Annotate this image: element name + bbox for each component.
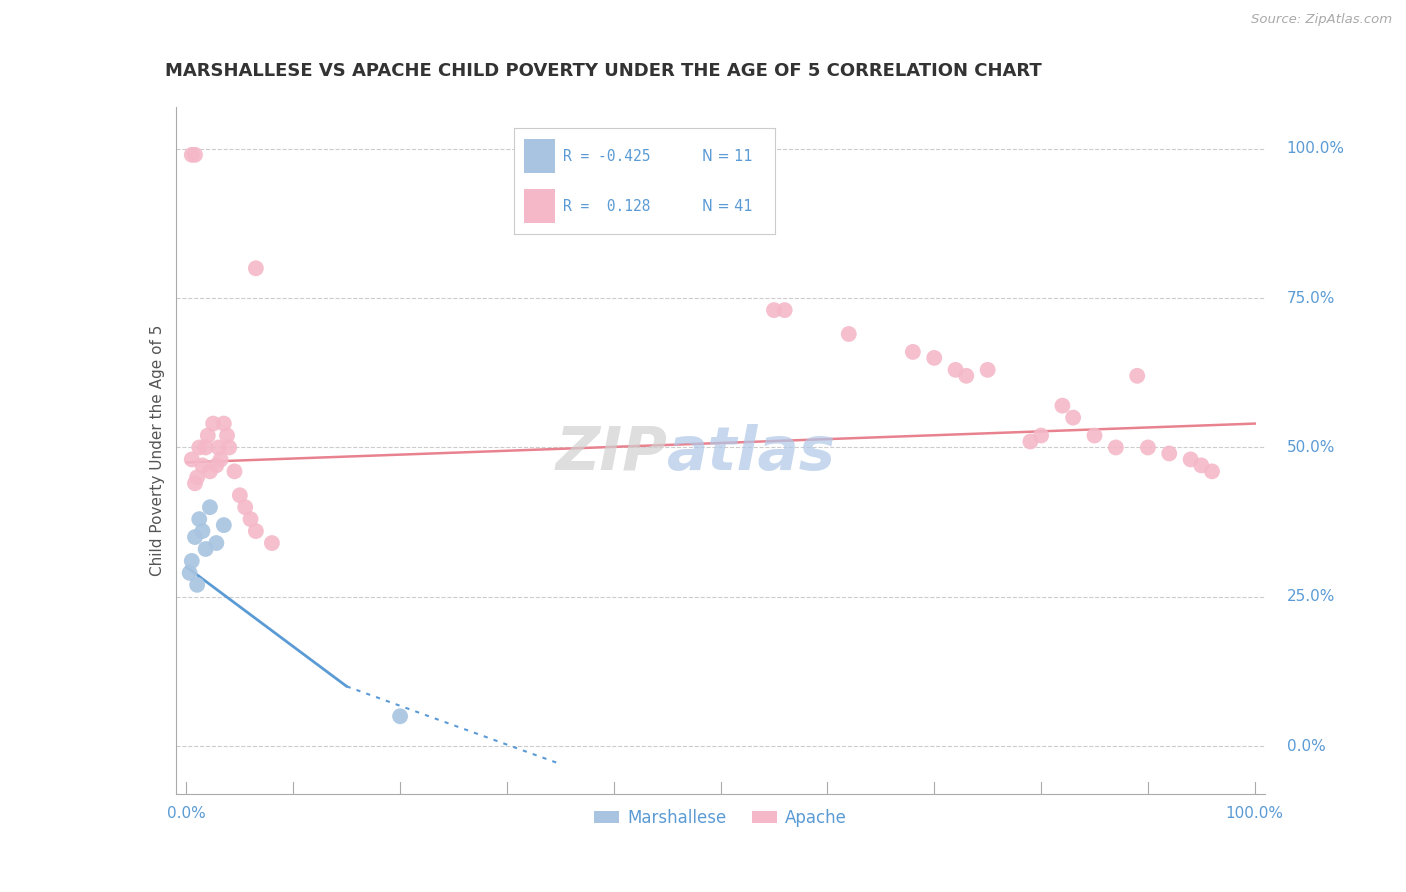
Point [215,428,238,442]
Point [218,441,240,455]
Point [1201,464,1223,478]
Point [901,345,924,359]
Point [1052,399,1074,413]
Point [224,464,246,478]
Point [245,261,267,276]
Point [838,326,860,341]
Point [209,452,232,467]
Point [198,500,221,515]
Point [1083,428,1105,442]
Point [260,536,283,550]
Point [773,303,796,318]
Text: 75.0%: 75.0% [1286,291,1336,306]
Point [197,428,219,442]
FancyBboxPatch shape [524,139,555,173]
Point [184,530,207,544]
Point [389,709,412,723]
Point [1019,434,1042,449]
Text: R = -0.425: R = -0.425 [564,149,651,164]
Point [205,458,228,473]
Point [184,148,207,162]
Y-axis label: Child Poverty Under the Age of 5: Child Poverty Under the Age of 5 [149,325,165,576]
Point [194,541,217,556]
Point [1062,410,1084,425]
Point [198,464,221,478]
Text: 25.0%: 25.0% [1286,590,1336,604]
Point [239,512,262,526]
Point [180,148,202,162]
Point [212,417,235,431]
Text: R =  0.128: R = 0.128 [564,199,651,214]
Point [1180,452,1202,467]
Point [922,351,945,365]
Point [1029,428,1052,442]
FancyBboxPatch shape [524,189,555,224]
Point [1136,441,1159,455]
Point [205,536,228,550]
Text: ZIP: ZIP [555,424,668,483]
Point [180,452,202,467]
Point [179,566,201,580]
Text: Source: ZipAtlas.com: Source: ZipAtlas.com [1251,13,1392,27]
Text: MARSHALLESE VS APACHE CHILD POVERTY UNDER THE AGE OF 5 CORRELATION CHART: MARSHALLESE VS APACHE CHILD POVERTY UNDE… [165,62,1042,79]
Point [180,554,202,568]
Text: N = 41: N = 41 [702,199,752,214]
Text: 50.0%: 50.0% [1286,440,1336,455]
Point [212,518,235,533]
Point [245,524,267,538]
Text: 100.0%: 100.0% [1226,805,1284,821]
Point [233,500,256,515]
Point [1105,441,1128,455]
Point [955,368,977,383]
Point [945,363,967,377]
Point [188,441,211,455]
Point [202,417,225,431]
Point [762,303,785,318]
Text: 100.0%: 100.0% [1286,141,1344,156]
Text: 0.0%: 0.0% [167,805,205,821]
Point [191,524,214,538]
Point [186,470,208,484]
Point [976,363,998,377]
Point [186,578,208,592]
Point [229,488,252,502]
Legend: Marshallese, Apache: Marshallese, Apache [588,802,853,834]
Point [1159,446,1181,460]
Text: 0.0%: 0.0% [1286,739,1326,754]
Point [1189,458,1212,473]
Point [191,458,214,473]
Point [188,512,211,526]
Text: atlas: atlas [668,424,837,483]
Point [207,441,229,455]
Point [1126,368,1149,383]
Point [184,476,207,491]
Text: N = 11: N = 11 [702,149,752,164]
Point [194,441,217,455]
